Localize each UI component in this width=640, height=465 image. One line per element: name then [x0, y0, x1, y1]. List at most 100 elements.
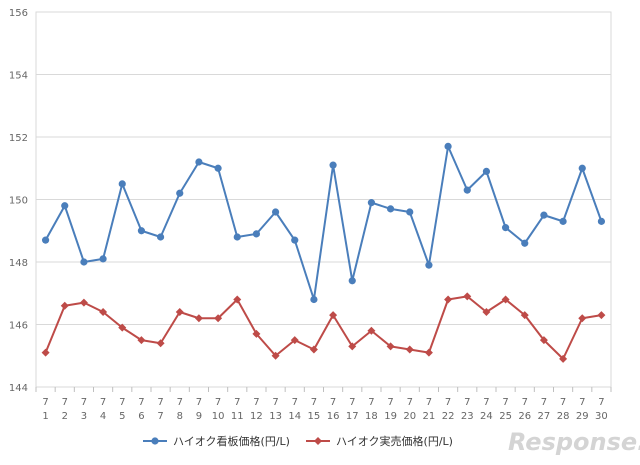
legend-label: ハイオク実売価格(円/L) [336, 434, 453, 448]
y-tick-label: 146 [9, 321, 28, 332]
data-point [348, 342, 357, 351]
data-point [309, 345, 318, 354]
y-tick-label: 156 [9, 8, 28, 19]
x-tick-label-day: 8 [177, 411, 183, 422]
data-point [60, 301, 69, 310]
x-tick-label-month: 7 [272, 397, 278, 408]
x-tick-label-day: 18 [365, 411, 378, 422]
x-tick-label-day: 23 [461, 411, 474, 422]
x-tick-label-month: 7 [157, 397, 163, 408]
x-tick-label-day: 27 [538, 411, 551, 422]
data-point [175, 308, 184, 316]
data-point [520, 311, 529, 320]
series-2 [41, 292, 606, 363]
data-point [501, 224, 510, 232]
x-tick-label-month: 7 [407, 397, 413, 408]
x-tick-label-day: 29 [576, 411, 589, 422]
data-point [540, 211, 548, 219]
x-tick-label-day: 11 [231, 411, 244, 422]
data-point [444, 295, 453, 304]
x-tick-label-month: 7 [579, 397, 585, 408]
x-tick-label-day: 6 [138, 411, 144, 422]
x-tick-label-month: 7 [234, 397, 240, 408]
data-point [214, 314, 223, 323]
data-point [406, 208, 414, 216]
x-tick-label-month: 7 [483, 397, 489, 408]
data-point [597, 217, 606, 225]
legend-item-2: ハイオク実売価格(円/L) [306, 434, 453, 448]
data-point [424, 348, 433, 357]
x-tick-label-month: 7 [368, 397, 374, 408]
x-tick-label-day: 3 [81, 411, 87, 422]
data-point [559, 354, 568, 363]
y-tick-label: 150 [9, 196, 28, 207]
x-tick-label-month: 7 [330, 397, 336, 408]
legend-item-1: ハイオク看板価格(円/L) [143, 434, 290, 448]
data-point [291, 236, 299, 244]
x-tick-label-day: 10 [212, 411, 225, 422]
legend-marker [314, 437, 322, 445]
y-tick-label: 154 [9, 71, 28, 82]
x-tick-label-day: 17 [346, 411, 359, 422]
watermark-logo: Response. [508, 428, 640, 456]
data-point [118, 323, 127, 332]
x-axis-ticks [35, 387, 612, 392]
x-tick-label-day: 15 [308, 411, 321, 422]
x-tick-label-day: 4 [100, 411, 106, 422]
data-point [463, 186, 471, 194]
data-point [271, 208, 280, 216]
data-point [386, 342, 395, 351]
y-tick-label: 148 [9, 258, 28, 269]
x-tick-label-day: 12 [250, 411, 263, 422]
x-tick-label-day: 21 [423, 411, 436, 422]
data-point [329, 311, 338, 320]
x-tick-label-day: 20 [403, 411, 416, 422]
data-point [233, 233, 241, 241]
x-tick-label-month: 7 [100, 397, 106, 408]
x-tick-label-month: 7 [387, 397, 393, 408]
x-tick-label-day: 25 [499, 411, 512, 422]
x-tick-label-day: 9 [196, 411, 202, 422]
x-axis-tick-labels: 7172737475767778797107117127137147157167… [42, 397, 607, 422]
x-tick-label-month: 7 [426, 397, 432, 408]
data-point [156, 339, 165, 348]
y-axis-tick-labels: 144 146 148 150 152 154 156 [9, 8, 28, 394]
data-point [578, 164, 586, 172]
x-tick-label-month: 7 [464, 397, 470, 408]
data-point [80, 258, 88, 266]
data-point [597, 311, 606, 320]
x-tick-label-day: 16 [327, 411, 340, 422]
data-point [233, 295, 242, 304]
x-tick-label-day: 5 [119, 411, 125, 422]
data-point [405, 345, 414, 354]
data-point [329, 161, 337, 169]
x-tick-label-month: 7 [560, 397, 566, 408]
x-tick-label-day: 14 [288, 411, 301, 422]
data-point [99, 255, 107, 263]
data-point [137, 336, 146, 345]
data-point [348, 277, 356, 285]
data-point [41, 236, 50, 244]
data-point [463, 292, 472, 301]
x-tick-label-month: 7 [177, 397, 183, 408]
x-tick-label-day: 2 [62, 411, 68, 422]
data-point [482, 167, 491, 175]
data-point [559, 217, 567, 225]
data-point [539, 336, 548, 345]
x-tick-label-month: 7 [541, 397, 547, 408]
legend-marker [151, 437, 159, 445]
x-tick-label-month: 7 [502, 397, 508, 408]
data-point [99, 308, 108, 316]
legend: ハイオク看板価格(円/L) ハイオク実売価格(円/L) [143, 434, 453, 448]
x-tick-label-month: 7 [62, 397, 68, 408]
data-point [61, 202, 69, 210]
x-tick-label-day: 7 [157, 411, 163, 422]
y-tick-label: 152 [9, 133, 28, 144]
data-point [271, 351, 280, 360]
x-tick-label-day: 28 [557, 411, 570, 422]
x-tick-label-month: 7 [253, 397, 259, 408]
data-point [444, 142, 452, 150]
data-point [578, 314, 587, 323]
